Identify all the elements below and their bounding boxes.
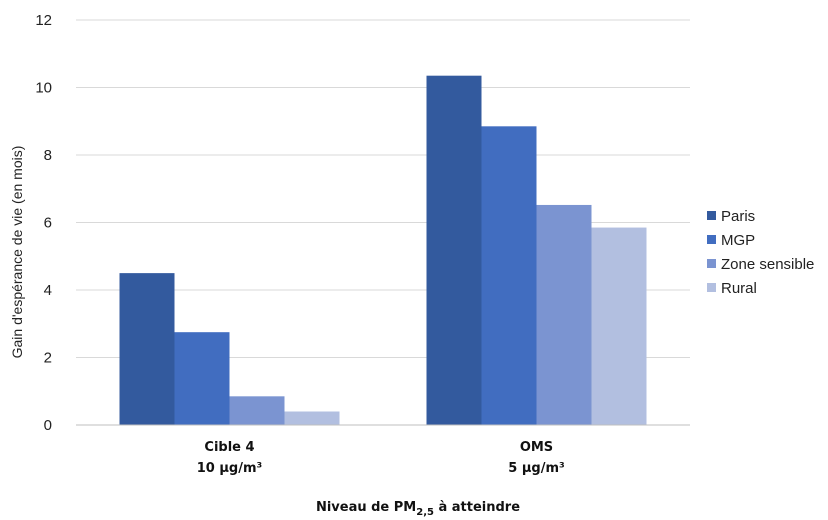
bar-paris: [426, 75, 482, 425]
legend-entry: MGP: [721, 232, 755, 249]
x-axis-label: Niveau de PM2,5 à atteindre: [316, 500, 520, 518]
y-tick-label: 2: [44, 350, 52, 367]
y-tick-label: 6: [44, 215, 52, 232]
y-tick-labels: 0 2 4 6 8 10 12: [35, 12, 52, 434]
bar-rural: [591, 227, 647, 425]
x-axis-label-suffix: à atteindre: [434, 500, 520, 515]
legend-entry: Zone sensible: [721, 256, 814, 273]
bar-zone-sensible: [229, 396, 285, 425]
x-tick-label-unit: 5 µg/m³: [508, 461, 564, 476]
legend-swatch: [707, 235, 716, 244]
legend-swatch: [707, 211, 716, 220]
y-axis-label: Gain d'espérance de vie (en mois): [9, 146, 25, 359]
legend-entry: Rural: [721, 280, 757, 297]
bar-mgp: [174, 332, 230, 425]
y-tick-label: 12: [35, 12, 52, 29]
y-tick-label: 0: [44, 417, 52, 434]
legend-entry: Paris: [721, 208, 755, 225]
bars: [119, 75, 647, 425]
bar-paris: [119, 273, 175, 425]
y-tick-label: 4: [44, 282, 52, 299]
bar-mgp: [481, 126, 537, 425]
x-axis-label-subscript: 2,5: [416, 507, 434, 518]
x-tick-label: Cible 4: [204, 440, 254, 455]
x-tick-label: OMS: [520, 440, 553, 455]
legend: Paris MGP Zone sensible Rural: [707, 208, 814, 297]
bar-rural: [284, 411, 340, 425]
bar-zone-sensible: [536, 204, 592, 425]
x-axis-label-prefix: Niveau de PM: [316, 500, 416, 515]
y-tick-label: 8: [44, 147, 52, 164]
x-tick-labels: Cible 4 10 µg/m³ OMS 5 µg/m³: [197, 440, 565, 476]
legend-swatch: [707, 259, 716, 268]
x-tick-label-unit: 10 µg/m³: [197, 461, 262, 476]
legend-swatch: [707, 283, 716, 292]
y-tick-label: 10: [35, 80, 52, 97]
